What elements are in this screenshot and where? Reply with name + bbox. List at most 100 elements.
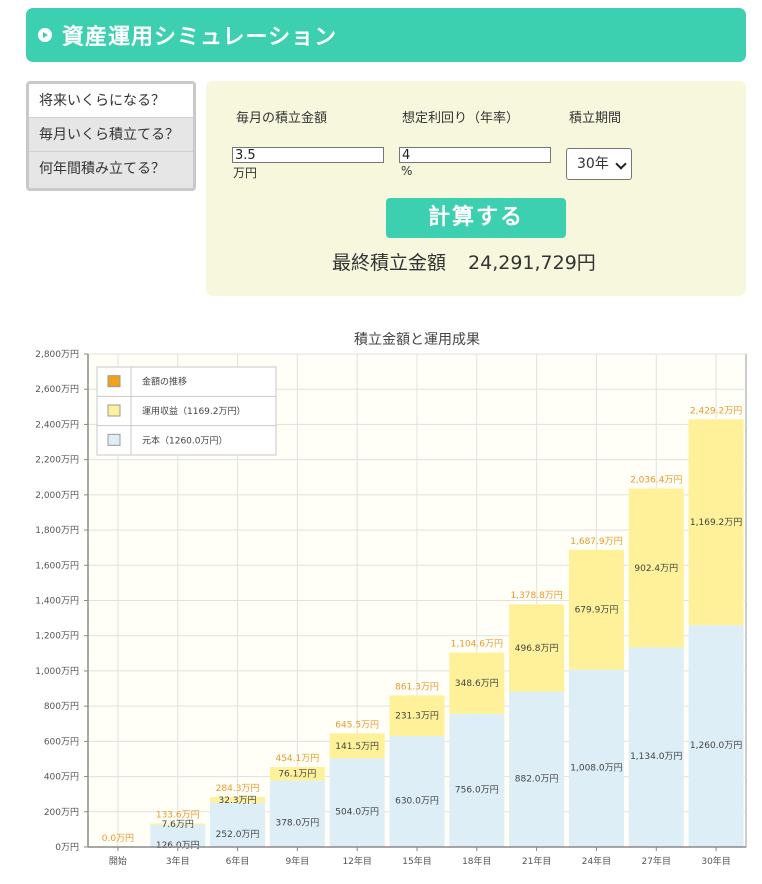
result-value: 24,291,729円 [468,252,596,274]
gain-bar [329,733,385,759]
principal-bar [449,713,505,847]
chart-title: 積立金額と運用成果 [354,332,480,348]
mode-monthly-amount[interactable]: 毎月いくら積立てる？ [29,118,193,152]
principal-bar [688,625,744,847]
gain-bar [389,695,445,737]
gain-bar [568,549,624,670]
principal-data-label: 630.0万円 [395,796,439,807]
principal-data-label: 252.0万円 [216,829,260,840]
y-tick-label: 1,600万円 [35,560,79,571]
principal-bar [210,802,266,847]
legend-swatch [107,404,121,417]
mode-years[interactable]: 何年間積み立てる？ [39,161,165,177]
total-data-label: 2,429.2万円 [690,405,742,416]
total-data-label: 1,378.8万円 [510,590,562,601]
period-select[interactable]: 30年 [566,148,632,180]
principal-data-label: 1,008.0万円 [570,762,622,773]
y-tick-label: 2,600万円 [35,384,79,395]
chart-legend [96,366,277,456]
gain-data-label: 7.6万円 [162,819,194,830]
x-tick-label: 30年目 [701,855,730,867]
principal-data-label: 126.0万円 [156,840,200,851]
gain-bar [449,652,505,714]
principal-bar [628,647,684,847]
rate-input[interactable] [399,147,551,163]
principal-data-label: 756.0万円 [455,784,499,795]
period-label: 積立期間 [569,111,622,126]
x-tick-label: 3年目 [166,855,190,867]
gain-bar [628,488,684,648]
gain-data-label: 141.5万円 [335,741,379,752]
legend-label: 元本（1260.0万円） [142,434,228,446]
legend-label: 金額の推移 [142,376,187,388]
monthly-amount-input[interactable] [232,147,384,163]
y-tick-label: 1,000万円 [35,666,79,677]
total-data-label: 133.6万円 [156,809,200,820]
simulation-form: 毎月の積立金額 想定利回り（年率） 積立期間 万円 % 30年 計算する 最終積… [206,81,746,296]
accumulation-chart: 積立金額と運用成果 0万円 200万円 400万円 600万円 800万円 1,000万円 1… [35,332,747,867]
principal-data-label: 1,134.0万円 [630,751,682,762]
principal-bar [568,669,624,847]
principal-bar [150,824,206,847]
legend-swatch [107,375,121,388]
y-tick-label: 2,000万円 [35,490,79,501]
rate-unit: % [401,164,413,178]
y-tick-label: 2,400万円 [35,419,79,430]
rate-label: 想定利回り（年率） [402,111,520,126]
mode-future-amount[interactable]: 将来いくらになる？ [29,84,193,118]
principal-data-label: 378.0万円 [275,818,319,829]
page-header: 資産運用シミュレーション [26,8,746,62]
gain-bar [509,604,565,692]
total-data-label: 645.5万円 [335,719,379,730]
principal-bar [389,736,445,847]
y-tick-label: 2,800万円 [35,349,79,360]
gain-bar [688,419,744,626]
chevron-right-icon [38,28,52,42]
gain-data-label: 679.9万円 [575,605,619,616]
total-data-label: 861.3万円 [395,681,439,692]
chevron-down-icon [615,158,627,170]
total-data-label: 2,036.4万円 [630,474,682,485]
legend-swatch [107,433,121,446]
x-tick-label: 24年目 [582,855,611,867]
principal-bar [329,758,385,847]
total-data-label: 0.0万円 [102,833,134,844]
gain-data-label: 1,169.2万円 [690,517,742,528]
y-tick-label: 0万円 [55,842,79,853]
y-tick-label: 600万円 [44,736,79,747]
gain-data-label: 496.8万円 [515,643,559,654]
x-tick-label: 12年目 [342,855,371,867]
gain-bar [210,796,266,803]
gain-data-label: 902.4万円 [634,563,678,574]
total-data-label: 1,104.6万円 [451,639,503,650]
x-tick-label: 6年目 [226,855,250,867]
x-tick-label: 9年目 [285,855,309,867]
page-title: 資産運用シミュレーション [62,25,338,50]
x-tick-label: 18年目 [462,855,491,867]
x-tick-label: 21年目 [522,855,551,867]
gain-data-label: 76.1万円 [278,769,316,780]
y-tick-label: 800万円 [44,701,79,712]
principal-data-label: 882.0万円 [515,773,559,784]
gain-bar [269,767,325,781]
principal-bar [269,780,325,847]
y-tick-label: 400万円 [44,772,79,783]
principal-data-label: 1,260.0万円 [690,740,742,751]
y-tick-label: 1,800万円 [35,525,79,536]
y-tick-label: 200万円 [44,807,79,818]
result-label: 最終積立金額 [332,252,447,274]
gain-data-label: 348.6万円 [455,678,499,689]
principal-bar [509,691,565,847]
mode-menu: 将来いくらになる？ 毎月いくら積立てる？ 何年間積み立てる？ [26,81,196,191]
y-tick-label: 2,200万円 [35,455,79,466]
y-tick-label: 1,400万円 [35,596,79,607]
monthly-label: 毎月の積立金額 [236,111,328,126]
gain-bar [150,823,206,825]
total-data-label: 454.1万円 [275,753,319,764]
total-data-label: 1,687.9万円 [570,536,622,547]
gain-data-label: 231.3万円 [395,711,439,722]
x-tick-label: 27年目 [642,855,671,867]
monthly-unit: 万円 [233,166,258,180]
principal-data-label: 504.0万円 [335,807,379,818]
calculate-button[interactable]: 計算する [386,198,566,238]
